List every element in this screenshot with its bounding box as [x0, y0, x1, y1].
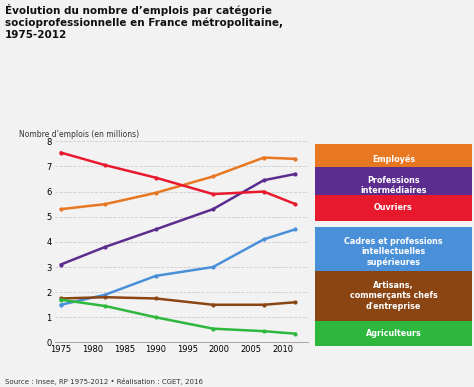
- Text: Employés: Employés: [372, 154, 415, 164]
- Text: Évolution du nombre d’emplois par catégorie
socioprofessionnelle en France métro: Évolution du nombre d’emplois par catégo…: [5, 4, 283, 41]
- Text: Professions
intermédiaires: Professions intermédiaires: [360, 176, 427, 195]
- Text: Cadres et professions
intellectuelles
supérieures: Cadres et professions intellectuelles su…: [344, 237, 443, 267]
- Text: Source : Insee, RP 1975-2012 • Réalisation : CGET, 2016: Source : Insee, RP 1975-2012 • Réalisati…: [5, 378, 203, 385]
- Text: Agriculteurs: Agriculteurs: [365, 329, 421, 338]
- Text: Nombre d’emplois (en millions): Nombre d’emplois (en millions): [19, 130, 139, 139]
- Text: Artisans,
commerçants chefs
d'entreprise: Artisans, commerçants chefs d'entreprise: [349, 281, 438, 311]
- Text: Ouvriers: Ouvriers: [374, 204, 413, 212]
